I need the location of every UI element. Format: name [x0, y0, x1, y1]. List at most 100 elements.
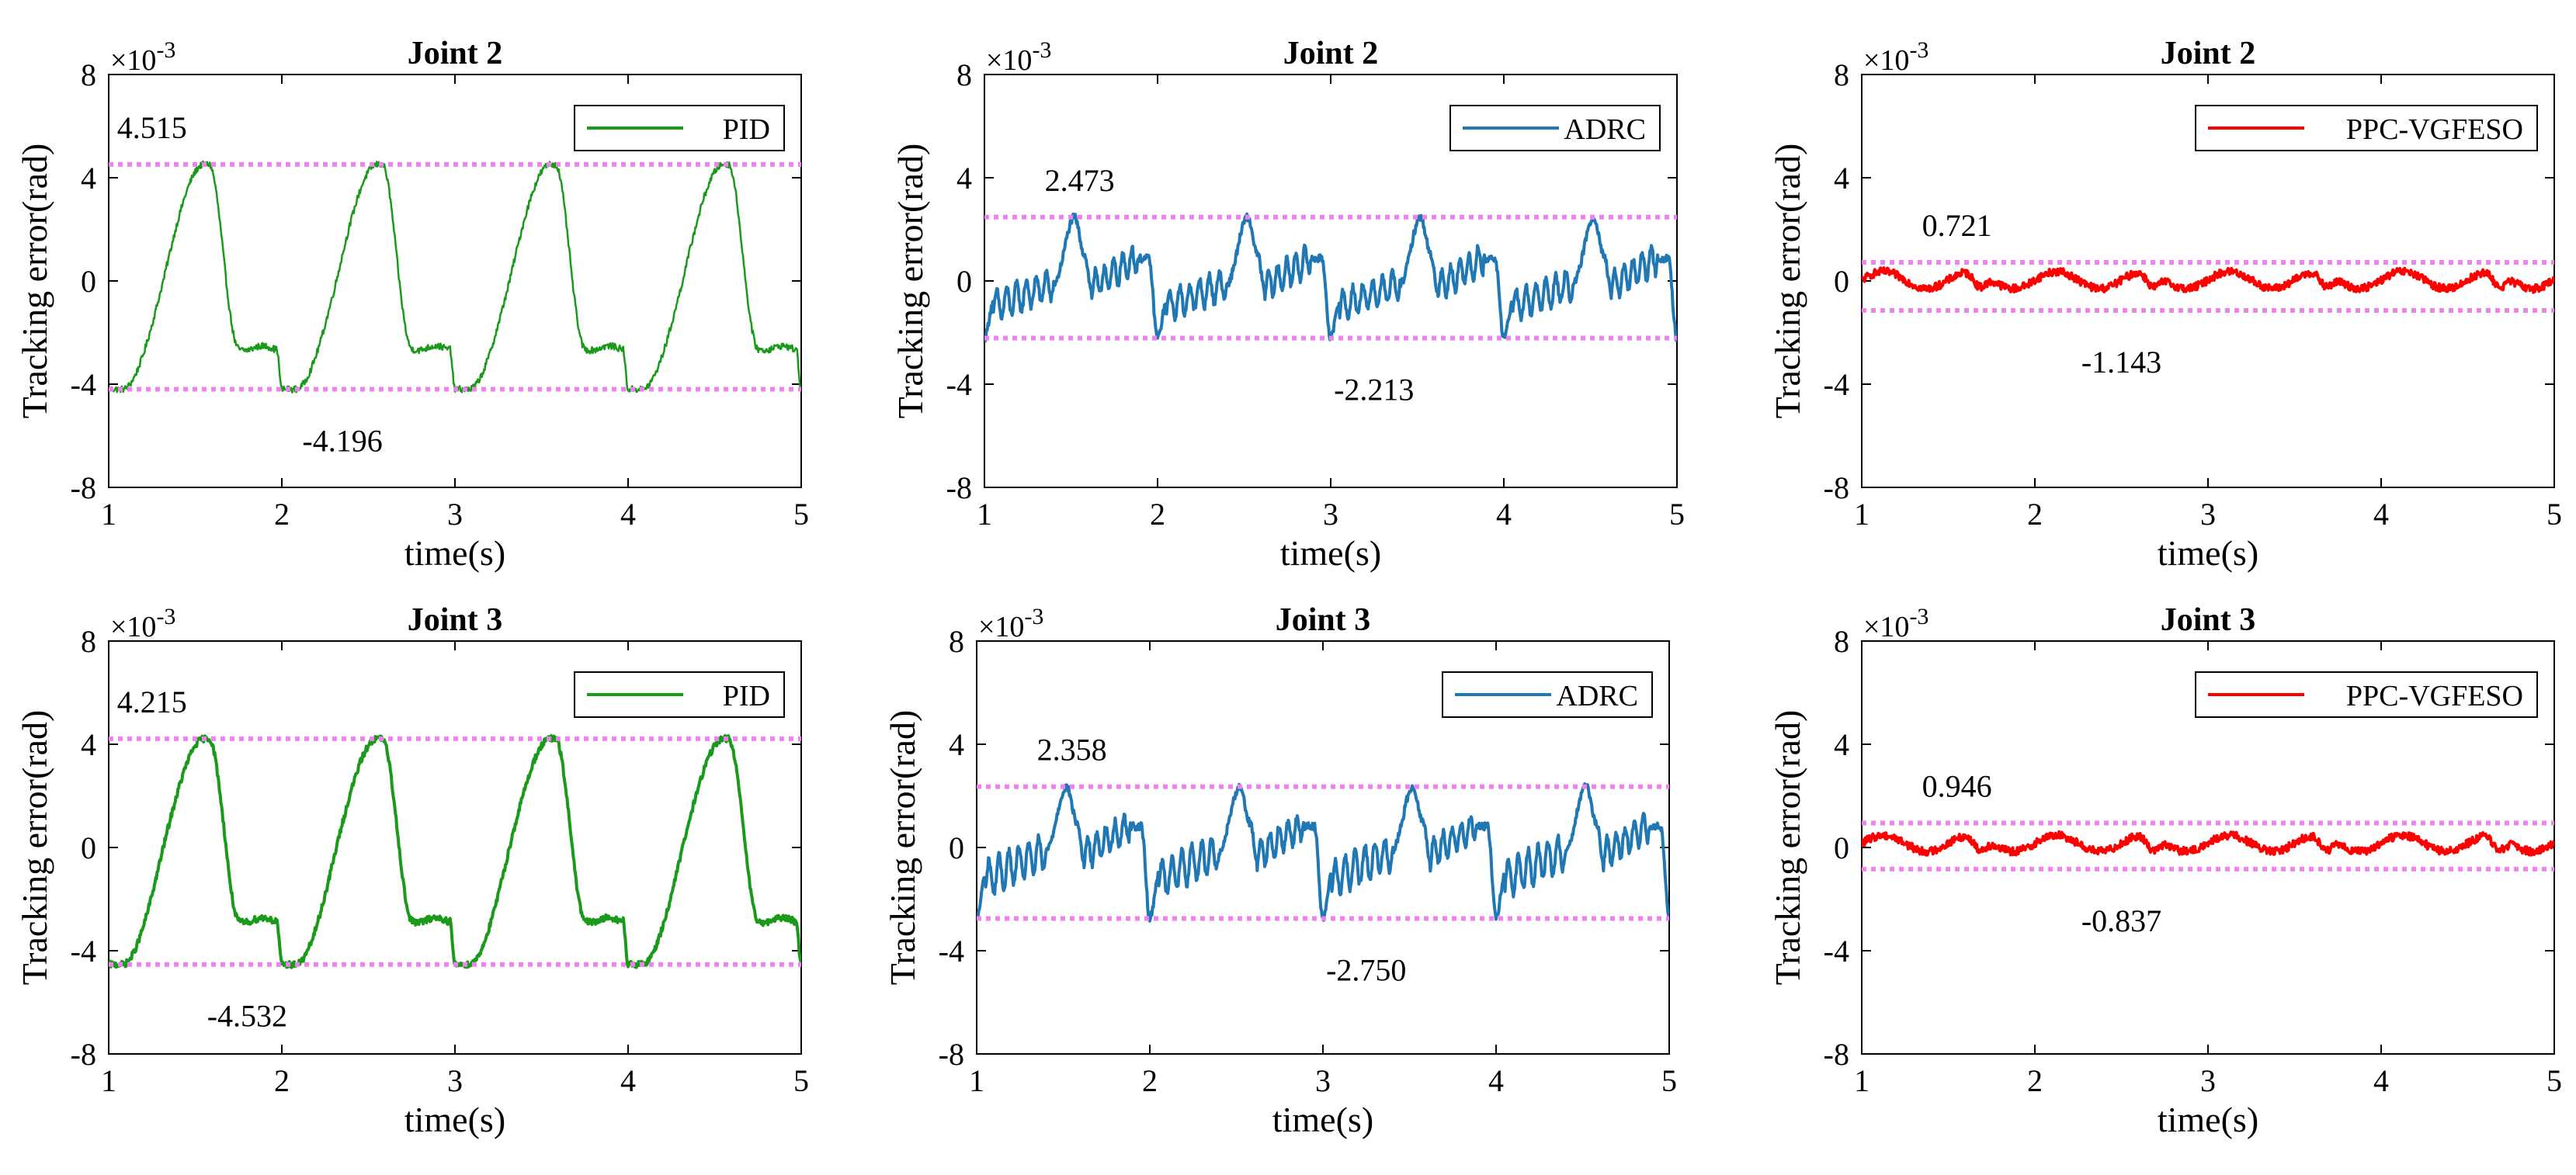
- x-tick-label: 4: [1496, 497, 1512, 532]
- series-line: [109, 160, 801, 393]
- x-tick-label: 5: [1661, 1063, 1677, 1098]
- series-line: [1862, 266, 2554, 294]
- x-tick-label: 3: [1323, 497, 1338, 532]
- lower-bound-label: -2.750: [1326, 952, 1406, 987]
- x-tick-label: 4: [620, 497, 636, 532]
- y-tick-label: -8: [939, 1037, 964, 1072]
- y-axis-label: Tracking error(rad): [890, 144, 930, 419]
- y-scale-base: ×10: [110, 611, 156, 643]
- y-scale-factor: ×10-3: [110, 37, 175, 77]
- y-tick-label: 8: [949, 624, 964, 659]
- y-scale-factor: ×10-3: [986, 37, 1051, 77]
- x-axis-label: time(s): [404, 533, 505, 573]
- y-tick-label: -4: [71, 934, 96, 969]
- legend-label: ADRC: [1564, 113, 1646, 146]
- x-tick-label: 2: [2027, 497, 2043, 532]
- legend-label: PPC-VGFESO: [2346, 113, 2523, 146]
- x-axis-label: time(s): [2158, 1100, 2258, 1139]
- y-tick-label: -8: [1824, 470, 1849, 505]
- x-tick-label: 3: [447, 497, 463, 532]
- x-tick-label: 3: [1315, 1063, 1331, 1098]
- series-line: [977, 782, 1669, 923]
- legend-label: PID: [723, 113, 770, 146]
- y-tick-label: 0: [1834, 830, 1849, 865]
- x-tick-label: 5: [793, 497, 809, 532]
- chart-title: Joint 2: [408, 36, 503, 71]
- y-tick-label: -4: [1824, 367, 1849, 402]
- chart-title: Joint 2: [1283, 36, 1379, 71]
- x-axis-label: time(s): [404, 1100, 505, 1139]
- y-tick-label: 4: [81, 161, 96, 196]
- y-tick-label: 0: [81, 830, 96, 865]
- chart-title: Joint 3: [1276, 602, 1371, 638]
- panel-1: Joint 2 ×10-3 1 2 3 4 5 8 4 0 -4 -8 time(s) Tracking …: [890, 36, 1685, 573]
- upper-bound-label: 4.215: [117, 685, 187, 719]
- y-scale-exponent: -3: [156, 37, 175, 63]
- panel-0: Joint 2 ×10-3 1 2 3 4 5 8 4 0 -4 -8 time(s) Tracking …: [15, 36, 809, 573]
- x-tick-label: 4: [2373, 497, 2389, 532]
- x-tick-label: 3: [447, 1063, 463, 1098]
- x-tick-label: 4: [620, 1063, 636, 1098]
- panel-2: Joint 2 ×10-3 1 2 3 4 5 8 4 0 -4 -8 time(s) Tracking …: [1768, 36, 2562, 573]
- upper-bound-label: 2.473: [1045, 163, 1115, 198]
- y-tick-label: 0: [1834, 264, 1849, 299]
- x-axis-label: time(s): [2158, 533, 2258, 573]
- y-tick-label: 0: [949, 830, 964, 865]
- x-tick-label: 5: [2546, 1063, 2562, 1098]
- y-tick-label: 8: [81, 57, 96, 92]
- x-axis-label: time(s): [1280, 533, 1381, 573]
- y-scale-exponent: -3: [156, 604, 175, 629]
- y-tick-label: -4: [946, 367, 972, 402]
- panel-4: Joint 3 ×10-3 1 2 3 4 5 8 4 0 -4 -8 time(s) Tracking …: [883, 602, 1677, 1139]
- y-axis-label: Tracking error(rad): [1768, 710, 1807, 986]
- y-axis-label: Tracking error(rad): [15, 144, 54, 419]
- y-scale-exponent: -3: [1909, 37, 1929, 63]
- x-tick-label: 2: [2027, 1063, 2043, 1098]
- panel-3: Joint 3 ×10-3 1 2 3 4 5 8 4 0 -4 -8 time(s) Tracking …: [15, 602, 809, 1139]
- y-axis-label: Tracking error(rad): [15, 710, 54, 986]
- y-tick-label: 8: [1834, 624, 1849, 659]
- legend-label: ADRC: [1556, 680, 1638, 712]
- y-tick-label: -4: [71, 367, 96, 402]
- y-axis-label: Tracking error(rad): [883, 710, 922, 986]
- y-tick-label: -4: [1824, 934, 1849, 969]
- chart-title: Joint 3: [2161, 602, 2256, 638]
- y-tick-label: 0: [81, 264, 96, 299]
- x-tick-label: 1: [101, 1063, 116, 1098]
- chart-title: Joint 3: [408, 602, 503, 638]
- y-tick-label: 8: [81, 624, 96, 659]
- x-tick-label: 3: [2200, 497, 2216, 532]
- upper-bound-label: 0.721: [1922, 208, 1992, 243]
- y-tick-label: 4: [81, 727, 96, 762]
- x-tick-label: 1: [1854, 1063, 1870, 1098]
- series-line: [109, 733, 801, 969]
- y-tick-label: 4: [1834, 161, 1849, 196]
- series-line: [1862, 830, 2554, 857]
- y-scale-exponent: -3: [1909, 604, 1929, 629]
- lower-bound-label: -1.143: [2081, 345, 2161, 380]
- x-tick-label: 5: [1669, 497, 1685, 532]
- x-tick-label: 5: [793, 1063, 809, 1098]
- x-tick-label: 1: [1854, 497, 1870, 532]
- y-tick-label: 4: [1834, 727, 1849, 762]
- y-tick-label: -4: [939, 934, 964, 969]
- y-scale-base: ×10: [1863, 44, 1909, 77]
- x-tick-label: 1: [101, 497, 116, 532]
- y-tick-label: -8: [946, 470, 972, 505]
- y-tick-label: -8: [71, 1037, 96, 1072]
- y-tick-label: 8: [956, 57, 972, 92]
- x-tick-label: 1: [969, 1063, 984, 1098]
- legend-label: PID: [723, 680, 770, 712]
- lower-bound-label: -4.196: [302, 424, 382, 459]
- x-tick-label: 3: [2200, 1063, 2216, 1098]
- y-scale-factor: ×10-3: [1863, 37, 1929, 77]
- y-tick-label: 4: [949, 727, 964, 762]
- y-tick-label: 0: [956, 264, 972, 299]
- y-axis-label: Tracking error(rad): [1768, 144, 1807, 419]
- series-line: [984, 212, 1677, 343]
- lower-bound-label: -0.837: [2081, 903, 2161, 938]
- y-scale-factor: ×10-3: [978, 604, 1043, 643]
- y-scale-base: ×10: [110, 44, 156, 77]
- lower-bound-label: -2.213: [1334, 373, 1414, 407]
